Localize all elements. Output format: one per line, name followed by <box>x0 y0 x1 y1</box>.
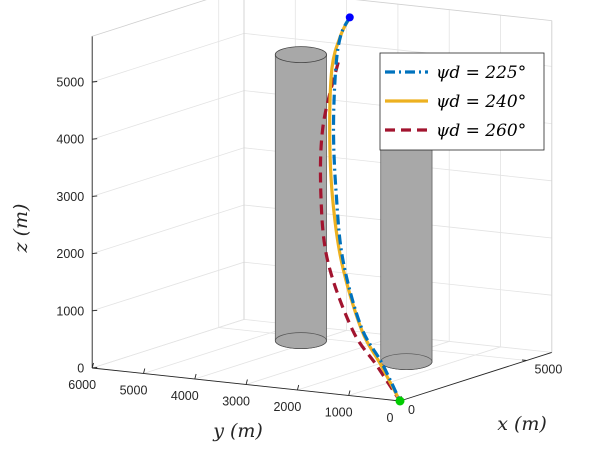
y-tick-label: 0 <box>387 411 394 425</box>
axis-labels: z (m) y (m) x (m) <box>10 204 547 442</box>
z-tick-mark <box>92 309 98 312</box>
legend-label: ψd = 225° <box>436 63 526 83</box>
z-tick-mark <box>92 252 98 255</box>
y-tick-mark <box>143 368 146 374</box>
axes-front-edges <box>91 0 553 402</box>
z-tick-label: 4000 <box>56 133 84 147</box>
y-tick-mark <box>245 379 248 385</box>
x-tick-mark <box>521 359 527 361</box>
z-tick-mark <box>92 195 98 197</box>
obstacle-1 <box>274 46 327 349</box>
endpoint-markers <box>345 13 405 406</box>
z-tick-mark <box>92 138 98 140</box>
trajectory-lines <box>318 16 402 402</box>
x-tick-label: 5000 <box>535 363 563 377</box>
start-point-marker <box>345 13 354 22</box>
back-edge <box>355 0 552 22</box>
z-tick-label: 0 <box>77 362 84 376</box>
y-tick-mark <box>194 373 197 380</box>
y-axis-label: y (m) <box>212 420 263 442</box>
y-gridline <box>194 0 348 380</box>
z-tick-mark <box>92 367 98 369</box>
y-tick-mark <box>348 390 351 396</box>
tick-labels: 0 1000 2000 3000 4000 5000 6000 5000 4000 3000 200… <box>56 76 562 426</box>
y-tick-label: 2000 <box>273 400 301 414</box>
back-edge <box>92 0 207 37</box>
z-tick-label: 2000 <box>56 247 84 261</box>
y-tick-mark <box>296 384 300 391</box>
x-axis-label: x (m) <box>497 413 547 435</box>
end-point-marker <box>395 396 405 406</box>
legend[interactable]: ψd = 225° ψd = 240° ψd = 260° <box>379 52 545 151</box>
z-tick-label: 3000 <box>56 190 84 204</box>
cylinder-base <box>274 332 327 349</box>
z-tick-label: 1000 <box>56 304 84 318</box>
y-tick-label: 5000 <box>120 384 148 398</box>
cylinder-body <box>274 54 327 349</box>
y-tick-label: 1000 <box>325 406 353 420</box>
x-tick-label: 0 <box>408 403 415 417</box>
legend-label: ψd = 260° <box>436 121 526 141</box>
z-tick-label: 5000 <box>56 76 84 90</box>
y-gridline <box>92 0 245 369</box>
y-tick-mark <box>91 362 94 369</box>
y-gridline <box>143 0 296 374</box>
series-line <box>331 16 402 402</box>
z-tick-mark <box>92 81 98 83</box>
series-line <box>318 62 402 402</box>
y-tick-label: 3000 <box>222 395 250 409</box>
y-tick-label: 6000 <box>68 378 96 392</box>
z-axis-label: z (m) <box>10 204 32 254</box>
legend-label: ψd = 240° <box>436 92 526 112</box>
y-tick-label: 4000 <box>171 389 199 403</box>
cylinder-top <box>274 46 327 64</box>
series-line <box>328 16 402 402</box>
